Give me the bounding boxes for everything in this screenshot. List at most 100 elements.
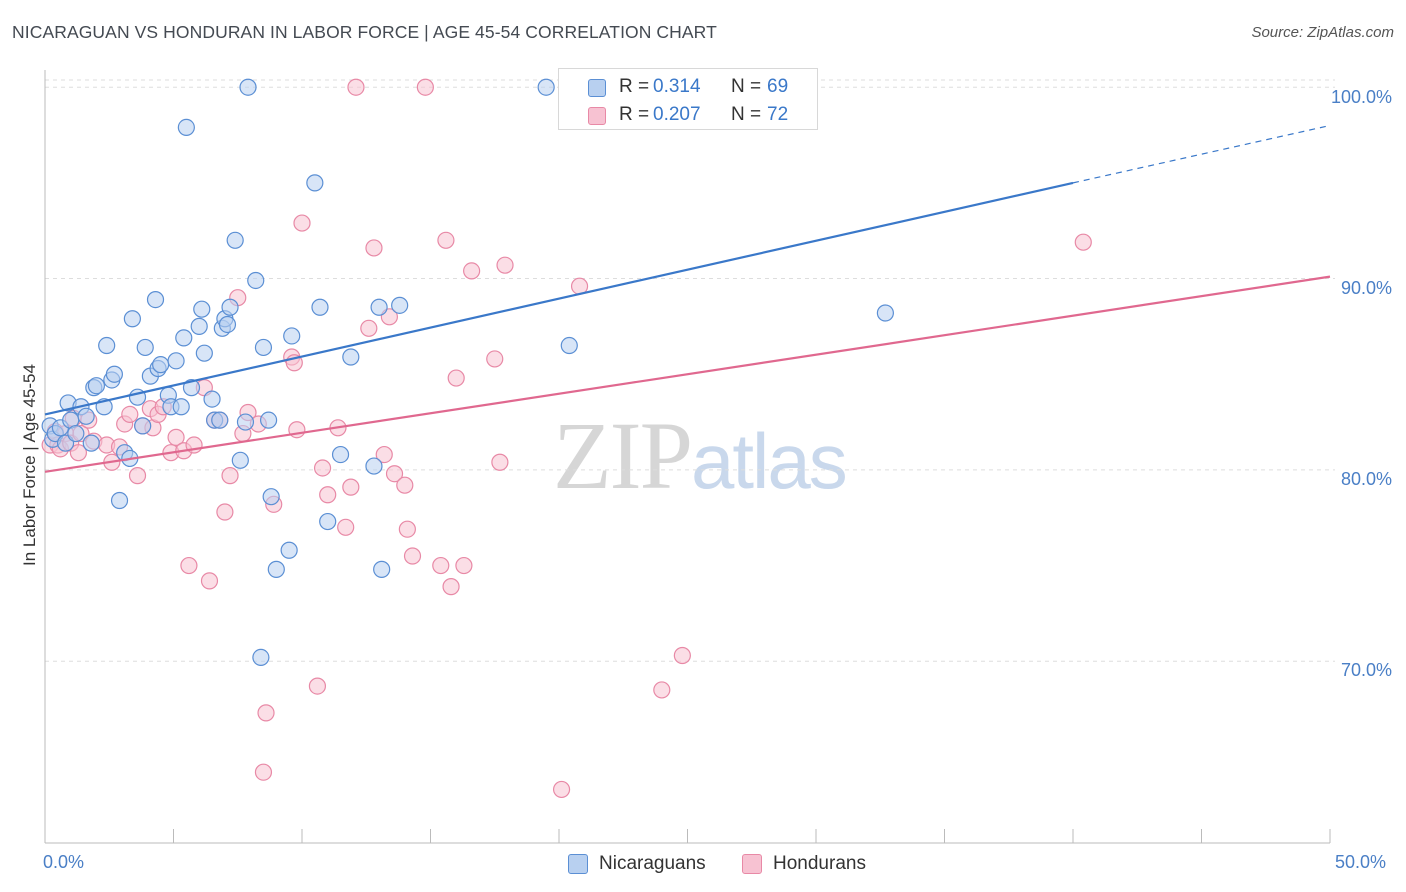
nicaraguan-point [280,541,298,559]
nicaraguan-point [236,413,255,431]
nicaraguan-point [267,560,285,578]
honduran-point [552,780,571,799]
honduran-point [455,556,473,575]
legend-row-nicaraguans: R = 0.314 N = 69 [559,72,817,100]
nicaraguan-point [247,271,265,290]
nicaraguan-point [146,291,165,309]
nicaraguan-point [190,317,208,335]
nicaraguan-point [67,424,85,443]
nicaraguan-point [193,300,211,318]
nicaraguan-point [331,445,350,464]
nicaraguan-point [82,434,100,452]
watermark-zip: ZIP [553,402,693,509]
nicaraguan-point [87,377,106,395]
honduran-point [1074,233,1092,251]
nicaraguan-point [252,648,270,667]
nicaraguan-point [239,78,257,96]
source-credit: Source: ZipAtlas.com [1251,24,1394,41]
nicaraguan-point [876,304,894,322]
watermark: ZIPatlas [553,400,848,511]
stats-legend: R = 0.314 N = 69 R = 0.207 N = 72 [558,68,818,130]
honduran-point [121,405,139,424]
hondurans-swatch [588,107,606,125]
honduran-point [293,214,311,232]
nicaraguan-point [152,356,170,374]
honduran-point [463,262,481,280]
nicaraguans-trend-line [44,181,1074,416]
nicaraguans-legend-label: Nicaraguans [599,853,706,874]
nicaraguan-point [254,338,273,357]
nicaraguan-point [105,365,123,383]
honduran-point [337,518,355,536]
nicaraguans-trend-extension [1072,124,1331,184]
nicaraguan-point [560,336,578,355]
n-value: 72 [767,104,789,125]
honduran-point [200,572,219,590]
nicaraguan-point [365,457,383,475]
watermark-atlas: atlas [691,417,848,505]
honduran-point [375,445,393,464]
honduran-point [319,486,337,504]
honduran-point [496,256,514,274]
nicaraguan-point [98,336,116,355]
nicaraguan-point [231,451,249,469]
nicaraguan-point [259,411,278,429]
nicaraguan-point [342,348,360,366]
honduran-point [347,78,365,96]
nicaraguan-point [175,329,193,347]
nicaraguan-point [218,315,237,334]
nicaraguan-point [195,344,213,362]
r-label: R = [619,76,650,97]
x-tick-label-max: 50.0% [1335,852,1387,872]
nicaraguan-point [172,398,190,416]
nicaraguan-point [370,298,388,316]
honduran-point [313,459,332,477]
honduran-point [342,478,360,496]
nicaraguan-point [221,298,239,316]
nicaraguan-point [211,411,229,429]
honduran-point [442,578,460,596]
n-label: N = [731,104,762,125]
honduran-point [216,503,234,521]
n-value: 69 [767,76,789,97]
nicaraguan-point [167,352,185,370]
y-tick-label-70: 70.0% [1340,660,1392,680]
r-value: 0.314 [653,76,701,97]
y-axis-label: In Labor Force | Age 45-54 [20,364,39,566]
y-tick-label-100: 100.0% [1330,87,1392,107]
hondurans-legend-label: Hondurans [773,853,866,874]
nicaraguan-point [319,512,337,531]
honduran-point [254,763,273,781]
r-label: R = [619,104,650,125]
hondurans-legend-swatch [742,854,762,874]
honduran-point [403,547,422,565]
nicaraguans-swatch [588,79,606,97]
honduran-point [437,231,455,249]
nicaraguan-point [203,390,221,408]
honduran-point [447,369,465,387]
honduran-point [365,239,383,257]
honduran-point [385,465,404,483]
nicaraguan-point [182,379,201,397]
nicaraguan-point [262,488,280,506]
nicaraguan-point [177,118,195,137]
nicaraguan-point [306,174,324,192]
honduran-point [167,428,185,446]
n-label: N = [731,76,762,97]
honduran-point [308,677,327,695]
hondurans-trend-line [44,275,1331,473]
nicaraguan-point [226,231,244,249]
nicaraguan-point [110,491,129,510]
y-tick-label-80: 80.0% [1340,469,1392,489]
nicaraguan-point [77,407,95,425]
honduran-point [257,704,275,722]
honduran-point [396,476,414,494]
honduran-point [491,453,509,471]
chart-title: NICARAGUAN VS HONDURAN IN LABOR FORCE | … [12,22,717,42]
honduran-point [673,646,691,665]
honduran-point [653,681,671,699]
legend-row-hondurans: R = 0.207 N = 72 [559,100,817,128]
honduran-point [398,520,416,538]
nicaraguan-point [123,310,141,328]
honduran-point [486,350,504,368]
